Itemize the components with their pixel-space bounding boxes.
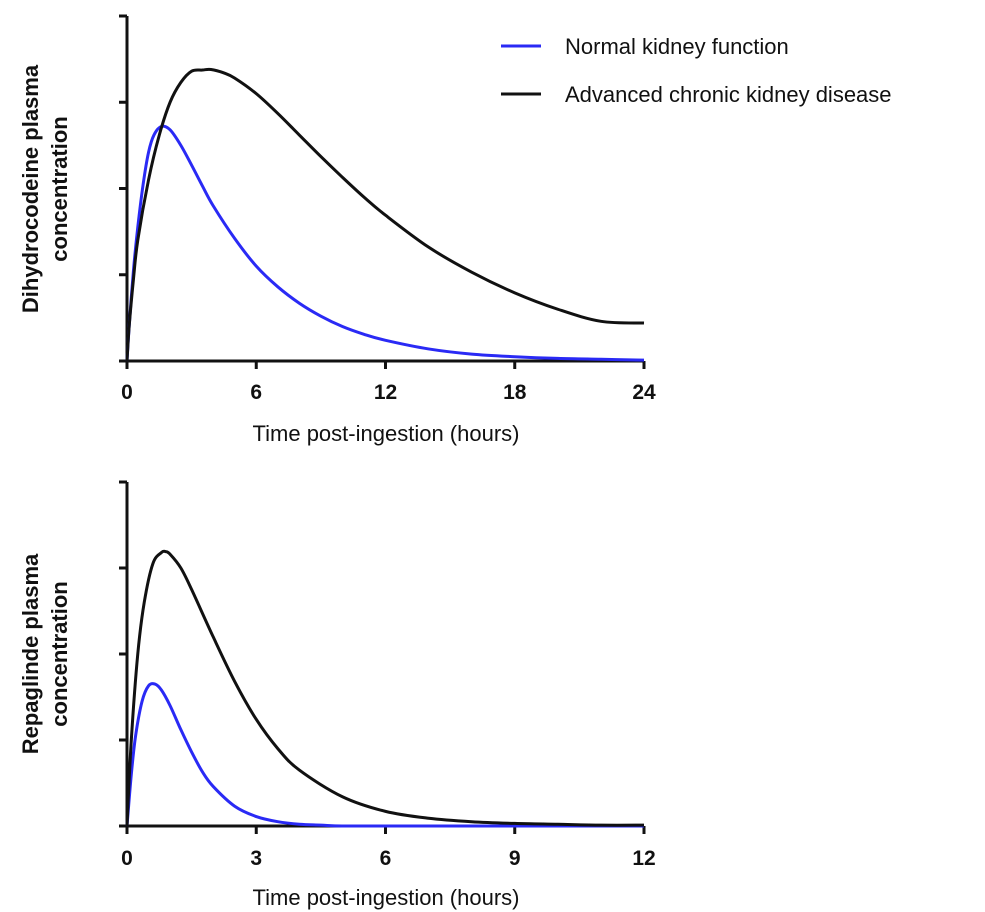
x-tick-label: 0 — [121, 381, 133, 404]
x-tick-label: 3 — [250, 847, 262, 870]
x-tick-label: 0 — [121, 847, 133, 870]
x-tick-label: 12 — [632, 847, 655, 870]
y-axis-label-line-1: Repaglinde plasma — [18, 553, 43, 754]
legend: Normal kidney function Advanced chronic … — [501, 34, 892, 107]
x-tick-label: 9 — [509, 847, 521, 870]
x-axis-label: Time post-ingestion (hours) — [253, 885, 520, 910]
x-tick-label: 18 — [503, 381, 527, 404]
x-tick-label: 12 — [374, 381, 397, 404]
series-line-advanced-chronic-kidney-disease — [125, 67, 645, 362]
chart-repaglinide: Repaglinde plasma concentration Time pos… — [18, 480, 656, 910]
series-line-advanced-chronic-kidney-disease — [125, 549, 645, 827]
series-line-normal-kidney-function — [125, 124, 645, 362]
x-tick-label: 24 — [632, 381, 656, 404]
chart-dihydrocodeine: Dihydrocodeine plasma concentration Time… — [18, 14, 656, 446]
legend-label-ckd: Advanced chronic kidney disease — [565, 82, 892, 107]
series-line-normal-kidney-function — [125, 682, 644, 828]
x-tick-label: 6 — [380, 847, 392, 870]
x-tick-label: 6 — [250, 381, 262, 404]
y-axis-label-line-2: concentration — [47, 581, 72, 726]
y-axis-label-line-2: concentration — [47, 116, 72, 261]
legend-label-normal: Normal kidney function — [565, 34, 789, 59]
y-axis-label-line-1: Dihydrocodeine plasma — [18, 64, 43, 313]
x-axis-label: Time post-ingestion (hours) — [253, 421, 520, 446]
